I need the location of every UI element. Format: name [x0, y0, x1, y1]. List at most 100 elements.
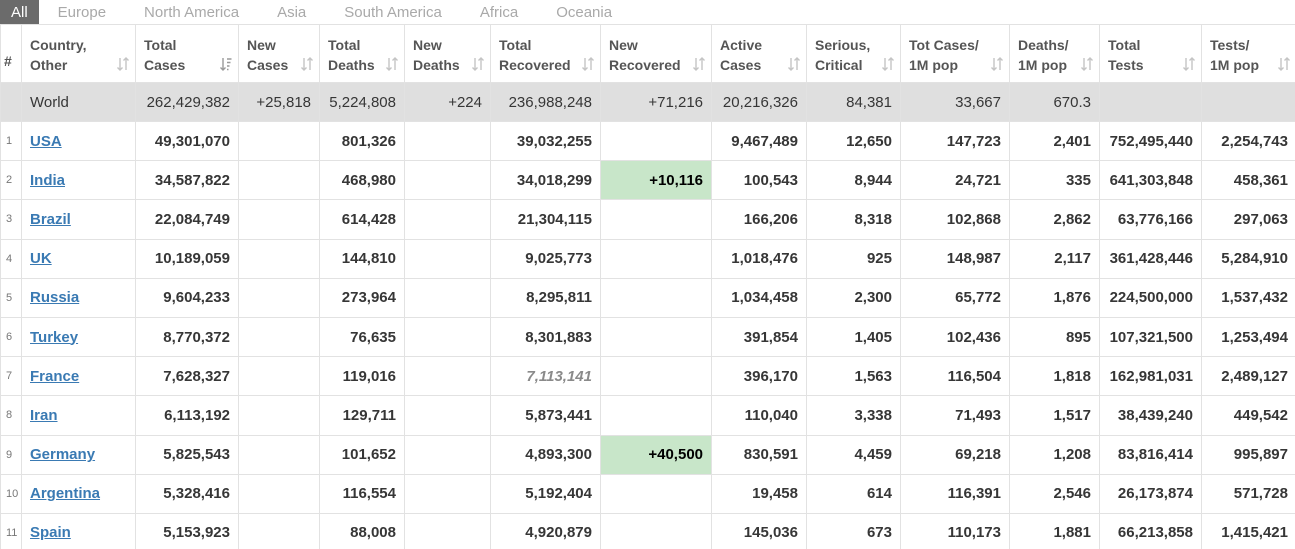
cell-new-cases: [238, 356, 320, 397]
tab-africa[interactable]: Africa: [479, 3, 519, 21]
sort-arrows-icon[interactable]: [1081, 57, 1093, 71]
tab-oceania[interactable]: Oceania: [556, 3, 613, 21]
header-label-line: Total: [144, 37, 177, 53]
cell-tests-1m: [1201, 82, 1295, 122]
cell-total-deaths: 468,980: [319, 160, 405, 201]
cell-total-recovered: 9,025,773: [490, 238, 601, 279]
cell-tests-1m: 571,728: [1201, 473, 1295, 514]
cell-num: 1: [0, 120, 22, 162]
tab-south-america[interactable]: South America: [344, 3, 442, 21]
country-link[interactable]: Brazil: [30, 210, 71, 228]
header-deaths-1m[interactable]: Deaths/1M pop: [1009, 24, 1100, 83]
header-new-deaths[interactable]: New Deaths: [404, 24, 491, 83]
cell-total-recovered: 8,301,883: [490, 316, 601, 358]
country-link[interactable]: USA: [30, 132, 62, 150]
cell-total-recovered: 4,920,879: [490, 512, 601, 549]
header-label-line: Critical: [815, 57, 863, 73]
cell-total-tests: 107,321,500: [1099, 316, 1202, 358]
cell-tests-1m: 297,063: [1201, 199, 1295, 240]
cell-tot-cases-1m: 148,987: [900, 238, 1010, 279]
cell-deaths-1m: 335: [1009, 160, 1100, 201]
sort-arrows-icon[interactable]: [788, 57, 800, 71]
sort-arrows-icon[interactable]: [693, 57, 705, 71]
country-link[interactable]: Iran: [30, 406, 58, 424]
header-label-line: Tot Cases/: [909, 37, 979, 53]
cell-total-cases: 49,301,070: [135, 120, 239, 162]
cell-num: 3: [0, 199, 22, 240]
header-country[interactable]: Country, Other: [21, 24, 136, 83]
cell-active-cases: 110,040: [711, 395, 807, 436]
header-new-recovered[interactable]: New Recovered: [600, 24, 712, 83]
header-total-recovered[interactable]: Total Recovered: [490, 24, 601, 83]
cell-new-recovered: [600, 395, 712, 436]
cell-deaths-1m: 1,818: [1009, 356, 1100, 397]
cell-active-cases: 391,854: [711, 316, 807, 358]
country-link[interactable]: Argentina: [30, 485, 101, 503]
sort-arrows-icon[interactable]: [1278, 57, 1290, 71]
sort-arrows-icon[interactable]: [117, 57, 129, 71]
sort-arrows-icon[interactable]: [991, 57, 1003, 71]
header-total-deaths[interactable]: Total Deaths: [319, 24, 405, 83]
country-link[interactable]: France: [30, 367, 80, 385]
cell-serious-critical: 3,338: [806, 395, 901, 436]
header-label-line: Tests/: [1210, 37, 1250, 53]
header-total-tests[interactable]: Total Tests: [1099, 24, 1202, 83]
tab-all[interactable]: All: [0, 0, 39, 24]
header-label-line: #: [4, 52, 12, 69]
cell-tests-1m: 2,489,127: [1201, 356, 1295, 397]
sort-arrows-icon[interactable]: [386, 57, 398, 71]
cell-new-cases: [238, 199, 320, 240]
cell-deaths-1m: 1,876: [1009, 277, 1100, 318]
country-link[interactable]: Spain: [30, 524, 71, 542]
header-serious-critical[interactable]: Serious, Critical: [806, 24, 901, 83]
country-link[interactable]: Turkey: [30, 328, 79, 346]
header-active-cases[interactable]: Active Cases: [711, 24, 807, 83]
cell-total-cases: 10,189,059: [135, 238, 239, 279]
table-row: 1 USA 49,301,070 801,326 39,032,255 9,467,489…: [0, 120, 1295, 162]
cell-total-cases: 6,113,192: [135, 395, 239, 436]
country-link[interactable]: Germany: [30, 446, 96, 464]
cell-total-deaths: 273,964: [319, 277, 405, 318]
tab-north-america[interactable]: North America: [144, 3, 240, 21]
cell-serious-critical: 1,563: [806, 356, 901, 397]
sort-arrows-icon[interactable]: [1183, 57, 1195, 71]
cell-country: Argentina: [21, 473, 136, 514]
header-tests-1m[interactable]: Tests/1M pop: [1201, 24, 1295, 83]
country-link[interactable]: India: [30, 171, 66, 189]
header-label-line: Country,: [30, 37, 87, 53]
cell-active-cases: 19,458: [711, 473, 807, 514]
cell-total-recovered: 5,873,441: [490, 395, 601, 436]
cell-deaths-1m: 1,517: [1009, 395, 1100, 436]
sort-arrows-icon[interactable]: [301, 57, 313, 71]
cell-new-recovered: [600, 120, 712, 162]
cell-tot-cases-1m: 65,772: [900, 277, 1010, 318]
table-row: 6 Turkey 8,770,372 76,635 8,301,883 391,854 1,…: [0, 316, 1295, 358]
tab-europe[interactable]: Europe: [57, 3, 107, 21]
cell-deaths-1m: 2,401: [1009, 120, 1100, 162]
table-row: 10 Argentina 5,328,416 116,554 5,192,404 19,4…: [0, 473, 1295, 514]
table-row: 11 Spain 5,153,923 88,008 4,920,879 145,036 67…: [0, 512, 1295, 549]
sort-arrows-icon[interactable]: [472, 57, 484, 71]
cell-deaths-1m: 2,546: [1009, 473, 1100, 514]
cell-deaths-1m: 1,208: [1009, 434, 1100, 475]
header-tot-cases-1m[interactable]: Tot Cases/1M pop: [900, 24, 1010, 83]
tab-asia[interactable]: Asia: [277, 3, 307, 21]
cell-total-recovered: 4,893,300: [490, 434, 601, 475]
region-tabs: All Europe North America Asia South America A…: [0, 0, 631, 24]
header-label-line: New: [609, 37, 638, 53]
cell-total-deaths: 614,428: [319, 199, 405, 240]
cell-total-deaths: 101,652: [319, 434, 405, 475]
cell-serious-critical: 925: [806, 238, 901, 279]
cell-new-cases: [238, 238, 320, 279]
header-new-cases[interactable]: New Cases: [238, 24, 320, 83]
cell-total-tests: 224,500,000: [1099, 277, 1202, 318]
header-total-cases[interactable]: Total Cases: [135, 24, 239, 83]
cell-tot-cases-1m: 110,173: [900, 512, 1010, 549]
country-link[interactable]: UK: [30, 250, 52, 268]
sort-arrows-icon[interactable]: [582, 57, 594, 71]
country-link[interactable]: Russia: [30, 289, 80, 307]
header-label-line: Other: [30, 57, 68, 73]
sort-arrows-icon[interactable]: [882, 57, 894, 71]
table-row: 4 UK 10,189,059 144,810 9,025,773 1,018,476 92…: [0, 238, 1295, 279]
sort-desc-icon[interactable]: [220, 57, 232, 71]
